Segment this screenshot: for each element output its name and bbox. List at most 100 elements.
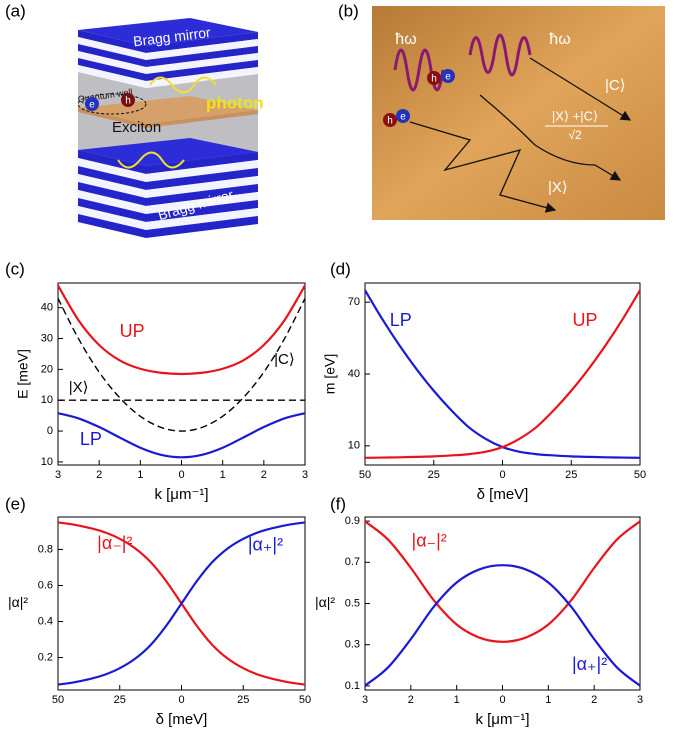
photon-label: ħω [549, 31, 570, 48]
panel-a [78, 18, 258, 238]
hole-label: h [125, 96, 131, 107]
y-axis-label: |α|² [8, 594, 28, 610]
x-tick-label: 0 [499, 694, 505, 706]
x-axis-label: δ [meV] [477, 486, 529, 503]
x-tick-label: 0 [178, 469, 184, 481]
y-axis-label: m [eV] [322, 354, 338, 394]
y-tick-label: 0.4 [38, 615, 53, 627]
layer [146, 192, 258, 214]
layer [146, 200, 258, 222]
y-tick-label: 10 [41, 394, 53, 406]
x-tick-label: 2 [96, 469, 102, 481]
hole [383, 113, 397, 127]
series-label: |C⟩ [274, 351, 295, 368]
layer [78, 198, 146, 222]
y-tick-label: 20 [41, 363, 53, 375]
layer [146, 176, 258, 198]
y-tick-label: 0.9 [345, 515, 360, 527]
layer [78, 30, 146, 53]
x-axis-label: k [μm⁻¹] [154, 486, 208, 503]
hole [121, 93, 135, 107]
series-line [57, 298, 306, 432]
layer [78, 206, 146, 230]
electron [441, 69, 455, 83]
hole-label: h [431, 74, 437, 85]
layer [146, 208, 258, 230]
panel-b: h e h e ħω ħω |C⟩ |X⟩ +|C⟩ √2 |X⟩ [372, 6, 665, 220]
series-label: |α₊|² [572, 654, 607, 674]
layer-top [78, 138, 258, 166]
y-tick-label: 40 [41, 302, 53, 314]
x-tick-label: 3 [302, 469, 308, 481]
x-tick-label: 25 [428, 469, 440, 481]
y-tick-label: 0.7 [345, 556, 360, 568]
polariton-denominator: √2 [568, 128, 582, 142]
y-tick-label: 0.2 [38, 651, 53, 663]
electron-label: e [445, 72, 451, 83]
x-tick-label: 2 [591, 694, 597, 706]
panel-label: (d) [330, 259, 351, 278]
x-tick-label: 50 [299, 694, 311, 706]
arrow [479, 94, 622, 181]
arrow [409, 121, 557, 213]
layer [146, 152, 258, 174]
series-line [57, 284, 306, 376]
surface [372, 6, 665, 220]
y-tick-label: 0.8 [38, 543, 53, 555]
exciton-label: Exciton [112, 119, 161, 136]
layer [78, 214, 146, 238]
series-line [57, 521, 306, 686]
y-tick-label: 10 [348, 440, 360, 452]
series-line [364, 564, 641, 687]
y-tick-label: 0.3 [345, 639, 360, 651]
x-tick-label: 0 [178, 694, 184, 706]
layer [146, 168, 258, 190]
series-label: LP [80, 429, 102, 449]
photon-wave [117, 76, 217, 169]
y-axis-label: E [meV] [15, 349, 31, 399]
layer [146, 110, 258, 128]
x-axis-label: δ [meV] [156, 711, 208, 728]
x-tick-label: 3 [362, 694, 368, 706]
y-tick-label: 0.1 [345, 680, 360, 692]
layer [78, 44, 146, 67]
layer [78, 51, 146, 74]
layer [146, 46, 258, 67]
series-line [57, 412, 306, 459]
x-tick-label: 3 [55, 469, 61, 481]
x-tick-label: 1 [220, 469, 226, 481]
x-tick-label: 1 [454, 694, 460, 706]
photon-wave [468, 33, 532, 77]
series-label: |α₊|² [248, 535, 283, 555]
panel-label: (f) [330, 494, 346, 513]
x-tick-label: 50 [359, 469, 371, 481]
x-tick-label: 3 [637, 694, 643, 706]
x-tick-label: 0 [499, 469, 505, 481]
layer [146, 32, 258, 53]
photon-label: photon [206, 93, 264, 112]
layer [78, 174, 146, 198]
series-label: |α₋|² [412, 530, 447, 550]
panel-label: (e) [5, 494, 26, 513]
layer [78, 108, 146, 128]
panel-label: (b) [338, 1, 359, 20]
layer [78, 166, 146, 190]
x-axis-label: k [μm⁻¹] [475, 711, 529, 728]
x-tick-label: 1 [137, 469, 143, 481]
layer [78, 190, 146, 214]
y-axis-label: |α|² [315, 594, 335, 610]
layer [146, 60, 258, 81]
x-tick-label: 50 [52, 694, 64, 706]
y-tick-label: 0 [47, 425, 53, 437]
photon-wave [393, 48, 445, 92]
layer [146, 39, 258, 60]
series-label: LP [390, 310, 412, 330]
exciton-orbit [77, 93, 147, 115]
layer-top [78, 18, 258, 46]
layer [78, 37, 146, 60]
layer [146, 184, 258, 206]
y-tick-label: 30 [41, 332, 53, 344]
electron-label: e [400, 112, 406, 123]
series-label: |α₋|² [97, 533, 132, 553]
